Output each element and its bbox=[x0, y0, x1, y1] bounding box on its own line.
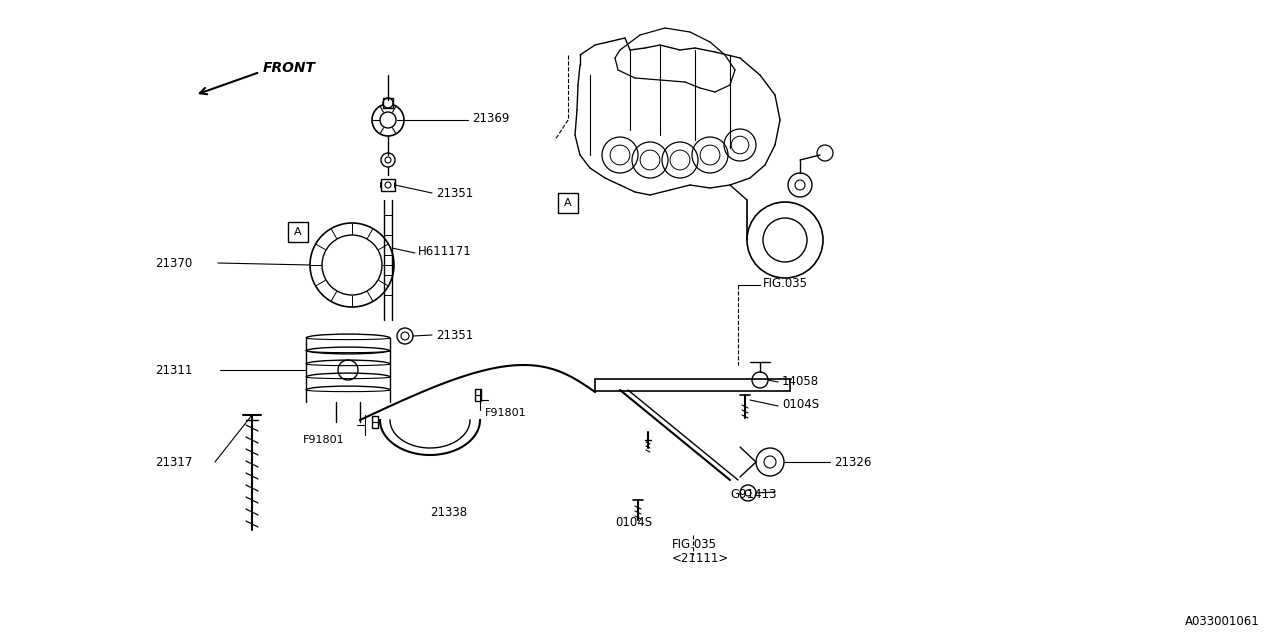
Bar bbox=[381, 179, 396, 191]
Text: 21311: 21311 bbox=[155, 364, 192, 376]
Text: G91413: G91413 bbox=[730, 488, 777, 502]
Text: 21351: 21351 bbox=[436, 328, 474, 342]
Text: 21370: 21370 bbox=[155, 257, 192, 269]
Text: 21326: 21326 bbox=[835, 456, 872, 468]
Bar bbox=[372, 416, 378, 428]
Text: FIG.035: FIG.035 bbox=[672, 538, 717, 552]
Bar bbox=[288, 222, 308, 242]
Text: 0104S: 0104S bbox=[614, 515, 652, 529]
Text: 21317: 21317 bbox=[155, 456, 192, 470]
Text: A: A bbox=[294, 227, 302, 237]
Text: FIG.035: FIG.035 bbox=[763, 276, 808, 289]
Text: H611171: H611171 bbox=[419, 244, 472, 257]
Text: F91801: F91801 bbox=[303, 435, 344, 445]
Text: 21351: 21351 bbox=[436, 186, 474, 200]
Text: A: A bbox=[564, 198, 572, 208]
Bar bbox=[475, 389, 481, 401]
Bar bbox=[383, 98, 393, 108]
Text: <21111>: <21111> bbox=[672, 552, 730, 566]
Text: 21369: 21369 bbox=[472, 111, 509, 125]
Bar bbox=[558, 193, 579, 213]
Text: F91801: F91801 bbox=[485, 408, 526, 418]
Text: A033001061: A033001061 bbox=[1185, 615, 1260, 628]
Text: 0104S: 0104S bbox=[782, 399, 819, 412]
Text: FRONT: FRONT bbox=[262, 61, 316, 75]
Text: 21338: 21338 bbox=[430, 506, 467, 518]
Text: 14058: 14058 bbox=[782, 374, 819, 387]
